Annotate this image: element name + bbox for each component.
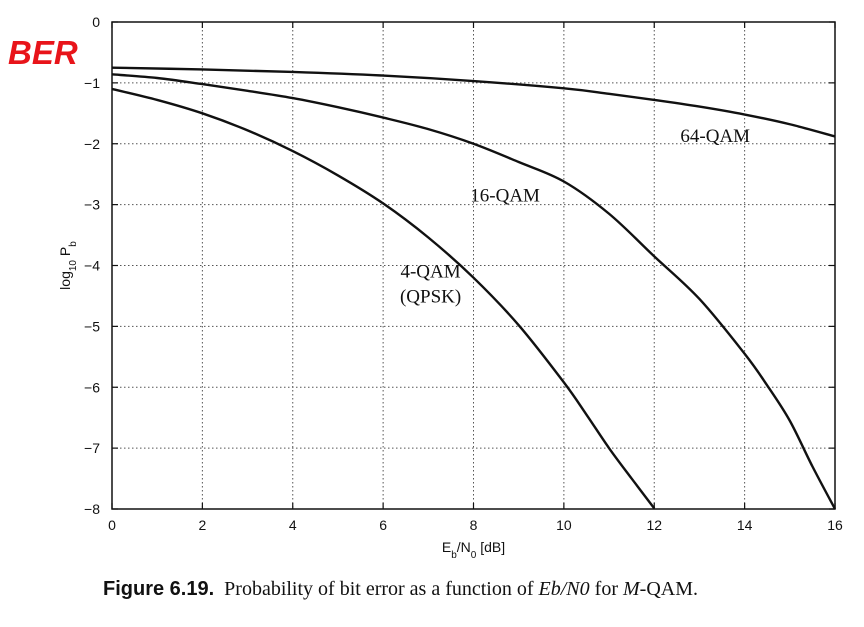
x-axis-label: Eb/N0 [dB] xyxy=(442,539,505,561)
y-axis-label: log10 Pb xyxy=(57,241,79,290)
curve-label: 4-QAM xyxy=(400,262,460,283)
caption-m: M xyxy=(622,578,640,600)
tick-labels: 0 2 4 6 8 10 12 14 16 0 −1 −2 −3 −4 −5 −6 −7 −8 xyxy=(84,14,843,533)
curve-label: 16-QAM xyxy=(470,186,540,207)
y-tick-label: 0 xyxy=(92,14,100,30)
y-tick-label: −6 xyxy=(84,379,100,395)
y-tick-label: −8 xyxy=(84,501,100,517)
x-tick-label: 4 xyxy=(289,517,297,533)
curve-4-qam-qpsk xyxy=(111,87,656,510)
y-tick-label: −3 xyxy=(84,197,100,213)
y-tick-label: −4 xyxy=(84,258,100,274)
caption-math: Eb/N0 xyxy=(539,578,590,600)
y-tick-label: −7 xyxy=(84,440,100,456)
x-tick-label: 0 xyxy=(108,517,116,533)
caption-text-2: for xyxy=(589,578,623,600)
curve-labels: 64-QAM 16-QAM 4-QAM (QPSK) xyxy=(400,126,750,308)
y-tick-label: −1 xyxy=(84,75,100,91)
axis-ticks xyxy=(111,21,836,510)
y-tick-label: −5 xyxy=(84,318,100,334)
caption-text-1: Probability of bit error as a function o… xyxy=(224,578,539,600)
curve-16-qam xyxy=(111,73,837,510)
x-tick-label: 6 xyxy=(379,517,387,533)
x-tick-label: 10 xyxy=(556,517,572,533)
x-tick-label: 8 xyxy=(470,517,478,533)
curve-label: (QPSK) xyxy=(400,287,461,308)
grid-lines xyxy=(112,22,835,509)
ber-annotation: BER xyxy=(8,34,78,71)
x-tick-label: 12 xyxy=(646,517,662,533)
y-tick-label: −2 xyxy=(84,136,100,152)
x-tick-label: 2 xyxy=(198,517,206,533)
x-tick-label: 16 xyxy=(827,517,843,533)
x-tick-label: 14 xyxy=(737,517,753,533)
curve-64-qam xyxy=(111,66,836,138)
curve-label: 64-QAM xyxy=(680,126,750,147)
caption-math-text: Eb/N0 xyxy=(538,578,590,600)
curves xyxy=(111,66,837,510)
caption-text-3: -QAM. xyxy=(639,578,698,600)
figure-number: Figure 6.19. xyxy=(103,578,215,600)
figure-caption: Figure 6.19. Probability of bit error as… xyxy=(103,578,698,601)
